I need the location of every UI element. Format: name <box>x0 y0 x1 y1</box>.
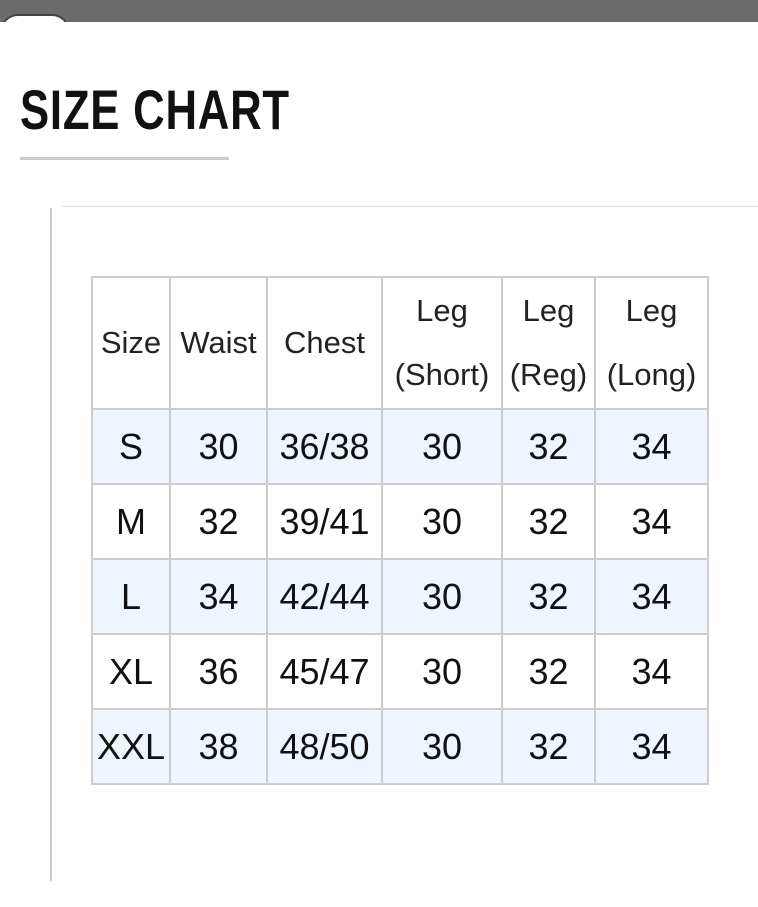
table-cell: 30 <box>381 558 503 635</box>
table-cell: 36/38 <box>266 408 383 485</box>
table-cell: 30 <box>381 408 503 485</box>
top-bar <box>0 0 758 22</box>
table-cell: 34 <box>594 708 709 785</box>
header-row: Size Waist Chest Leg (Short) Leg (Reg) Leg (L… <box>91 276 709 410</box>
table-cell: 34 <box>169 558 268 635</box>
size-table: Size Waist Chest Leg (Short) Leg (Reg) Leg (L… <box>91 276 709 785</box>
column-header: Leg (Reg) <box>501 276 596 410</box>
table-cell: 42/44 <box>266 558 383 635</box>
table-row: XXL 38 48/50 30 32 34 <box>91 708 709 785</box>
table-cell: 34 <box>594 558 709 635</box>
title: SIZE CHART <box>20 78 290 141</box>
table-cell: 34 <box>594 408 709 485</box>
table-cell: 38 <box>169 708 268 785</box>
title-underline <box>20 157 229 160</box>
table-cell: 36 <box>169 633 268 710</box>
table-cell: 30 <box>381 483 503 560</box>
column-header: Leg (Long) <box>594 276 709 410</box>
table-cell: 39/41 <box>266 483 383 560</box>
table-cell: 30 <box>381 633 503 710</box>
divider <box>50 208 52 881</box>
column-header: Waist <box>169 276 268 410</box>
table-cell: 32 <box>501 558 596 635</box>
table-cell: 32 <box>501 483 596 560</box>
column-header: Chest <box>266 276 383 410</box>
table-cell: 34 <box>594 633 709 710</box>
table-cell: 30 <box>381 708 503 785</box>
table-row: M 32 39/41 30 32 34 <box>91 483 709 560</box>
table-row: S 30 36/38 30 32 34 <box>91 408 709 485</box>
table-cell: XXL <box>91 708 171 785</box>
table-cell: M <box>91 483 171 560</box>
table-cell: 34 <box>594 483 709 560</box>
column-header: Leg (Short) <box>381 276 503 410</box>
table-cell: 32 <box>501 633 596 710</box>
table-row: XL 36 45/47 30 32 34 <box>91 633 709 710</box>
table-cell: L <box>91 558 171 635</box>
column-header: Size <box>91 276 171 410</box>
divider <box>62 206 758 207</box>
table-cell: 30 <box>169 408 268 485</box>
table-cell: 32 <box>169 483 268 560</box>
table-row: L 34 42/44 30 32 34 <box>91 558 709 635</box>
table-cell: 45/47 <box>266 633 383 710</box>
table-cell: 32 <box>501 708 596 785</box>
table-cell: S <box>91 408 171 485</box>
table-cell: XL <box>91 633 171 710</box>
table-cell: 48/50 <box>266 708 383 785</box>
table-cell: 32 <box>501 408 596 485</box>
